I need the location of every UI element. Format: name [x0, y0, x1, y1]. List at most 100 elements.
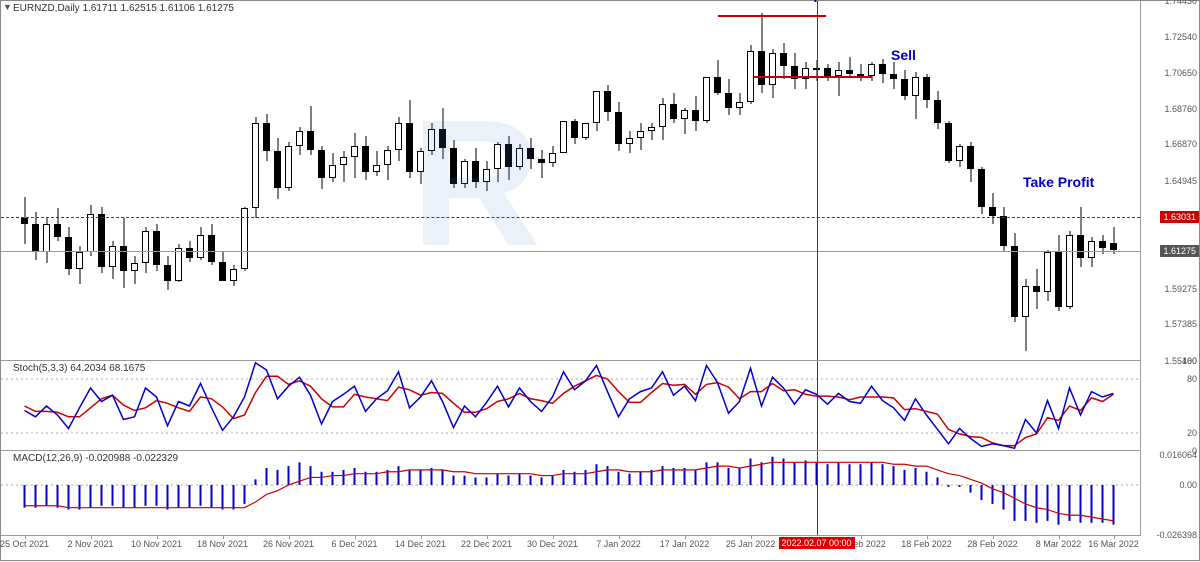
price-panel[interactable]: ▼ EURNZD,Daily 1.61711 1.62515 1.61106 1… — [1, 1, 1141, 361]
stoch-yaxis: 02080100 — [1139, 361, 1199, 451]
horizontal-line — [1, 251, 1140, 252]
annotation-label: Take Profit — [1023, 174, 1094, 190]
ytick-label: 80 — [1187, 374, 1197, 384]
stochastic-panel[interactable]: Stoch(5,3,3) 64.2034 68.1675 — [1, 361, 1141, 451]
ytick-label: 1.70650 — [1164, 68, 1197, 78]
candle — [780, 43, 787, 79]
candle — [725, 79, 732, 115]
candle — [989, 193, 996, 223]
xtick-label: 7 Jan 2022 — [596, 539, 641, 549]
candle — [43, 218, 50, 264]
candle — [549, 146, 556, 167]
candle — [670, 93, 677, 123]
candle — [406, 100, 413, 178]
candle — [439, 108, 446, 159]
candle — [648, 123, 655, 140]
xtick-label: 2 Nov 2021 — [67, 539, 113, 549]
trade-level-line — [753, 76, 872, 78]
candle — [450, 140, 457, 187]
candle — [1022, 279, 1029, 351]
candle — [945, 121, 952, 163]
ytick-label: 1.68760 — [1164, 104, 1197, 114]
macd-panel[interactable]: MACD(12,26,9) -0.020988 -0.022329 — [1, 451, 1141, 536]
candle — [637, 123, 644, 150]
candle — [131, 256, 138, 284]
ytick-label: 1.66870 — [1164, 139, 1197, 149]
candle — [758, 13, 765, 93]
candle — [494, 142, 501, 182]
candle — [318, 146, 325, 190]
candle — [1044, 250, 1051, 301]
candle — [846, 57, 853, 78]
candle — [483, 161, 490, 191]
annotation-label: Sell — [891, 47, 916, 63]
candle — [527, 138, 534, 168]
xtick-label: 16 Mar 2022 — [1088, 539, 1139, 549]
candle — [560, 121, 567, 153]
chart-container: ▼ EURNZD,Daily 1.61711 1.62515 1.61106 1… — [0, 0, 1200, 561]
xtick-label: 25 Jan 2022 — [726, 539, 776, 549]
xtick-label: 6 Dec 2021 — [331, 539, 377, 549]
candle — [263, 114, 270, 161]
candle — [934, 91, 941, 129]
candle — [890, 62, 897, 89]
candle — [703, 77, 710, 123]
xtick-label: 30 Dec 2021 — [527, 539, 578, 549]
candle — [769, 49, 776, 98]
ytick-label: -0.026398 — [1156, 530, 1197, 540]
candle — [956, 144, 963, 167]
horizontal-line — [1, 217, 1140, 218]
candle — [692, 96, 699, 130]
xtick-label: 18 Nov 2021 — [197, 539, 248, 549]
time-xaxis: 25 Oct 2021 2 Nov 2021 10 Nov 2021 18 Nov 2… — [1, 536, 1141, 562]
candle — [120, 218, 127, 288]
candle — [879, 59, 886, 84]
price-tag: 1.63031 — [1160, 211, 1199, 223]
candle — [241, 207, 248, 272]
trade-level-line — [718, 15, 826, 17]
candle — [54, 208, 61, 240]
xtick-label: 26 Nov 2021 — [263, 539, 314, 549]
candle — [274, 138, 281, 199]
candle — [791, 53, 798, 89]
price-panel-title: EURNZD,Daily 1.61711 1.62515 1.61106 1.6… — [13, 3, 234, 14]
candle — [1033, 269, 1040, 309]
candle — [230, 265, 237, 286]
candle — [153, 224, 160, 271]
candle — [714, 60, 721, 94]
candle — [340, 151, 347, 181]
candle — [472, 148, 479, 188]
ytick-label: 1.72540 — [1164, 32, 1197, 42]
xtick-label: 10 Nov 2021 — [131, 539, 182, 549]
candle — [21, 197, 28, 244]
panel-menu-icon[interactable]: ▼ — [3, 2, 12, 12]
candle — [1066, 231, 1073, 309]
annotation-label: Stop Loss — [791, 0, 859, 2]
macd-yaxis: 0.0160640.00-0.026398 — [1139, 451, 1199, 536]
xtick-label: 18 Feb 2022 — [901, 539, 952, 549]
candle — [538, 150, 545, 178]
candle — [604, 85, 611, 121]
candle — [901, 70, 908, 100]
candle — [351, 133, 358, 179]
candle — [329, 153, 336, 181]
vertical-marker-line — [817, 361, 818, 450]
candle — [1000, 207, 1007, 253]
candle — [1077, 207, 1084, 268]
stoch-chart — [1, 361, 1141, 451]
xtick-label: 25 Oct 2021 — [0, 539, 49, 549]
candle — [296, 127, 303, 155]
vertical-marker-line — [817, 451, 818, 535]
candle — [109, 241, 116, 279]
ytick-label: 1.57385 — [1164, 319, 1197, 329]
candle — [461, 159, 468, 187]
candle — [87, 205, 94, 256]
candle — [835, 62, 842, 96]
candle — [978, 167, 985, 214]
candle — [76, 246, 83, 284]
ytick-label: 1.64945 — [1164, 176, 1197, 186]
xtick-label: 8 Mar 2022 — [1036, 539, 1082, 549]
date-highlight: 2022.02.07 00:00 — [778, 537, 854, 549]
candle — [857, 64, 864, 81]
candle — [362, 136, 369, 180]
